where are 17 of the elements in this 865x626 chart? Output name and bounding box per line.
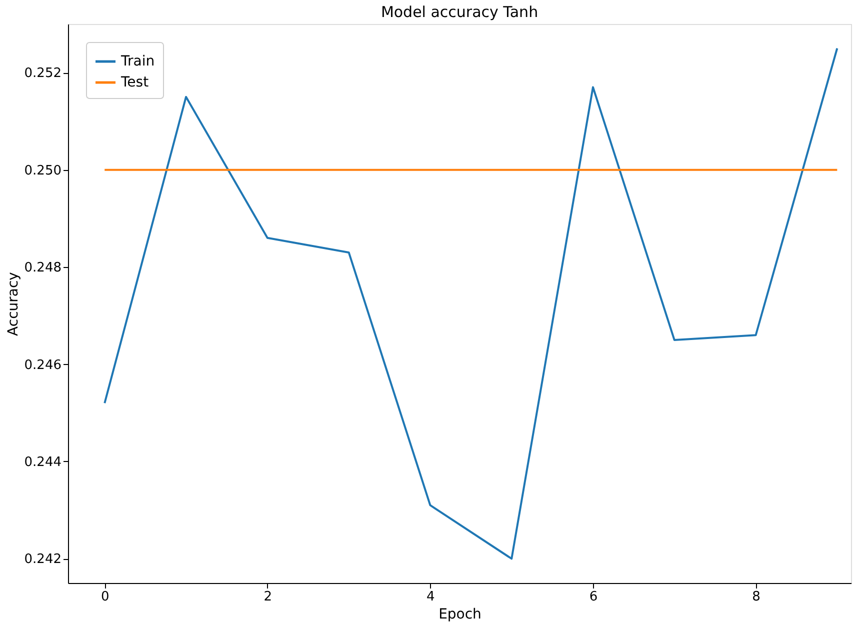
- x-tick-label: 2: [264, 590, 272, 604]
- x-tick-label: 6: [589, 590, 598, 604]
- legend-label: Test: [120, 74, 150, 90]
- y-tick-label: 0.244: [24, 454, 62, 470]
- legend-label: Train: [120, 54, 155, 70]
- x-tick-label: 8: [752, 590, 760, 604]
- x-axis-title: Epoch: [438, 606, 482, 622]
- y-tick-label: 0.242: [24, 552, 62, 568]
- y-tick-label: 0.246: [24, 358, 62, 373]
- y-tick-label: 0.250: [24, 163, 62, 178]
- y-tick-label: 0.248: [24, 260, 62, 276]
- y-tick-label: 0.252: [24, 66, 62, 82]
- line-series: [104, 47, 838, 560]
- x-tick-label: 4: [426, 590, 435, 604]
- chart-title: Model accuracy Tanh: [380, 3, 538, 21]
- x-tick-label: 0: [100, 590, 110, 604]
- y-axis-title: Accuracy: [5, 272, 22, 336]
